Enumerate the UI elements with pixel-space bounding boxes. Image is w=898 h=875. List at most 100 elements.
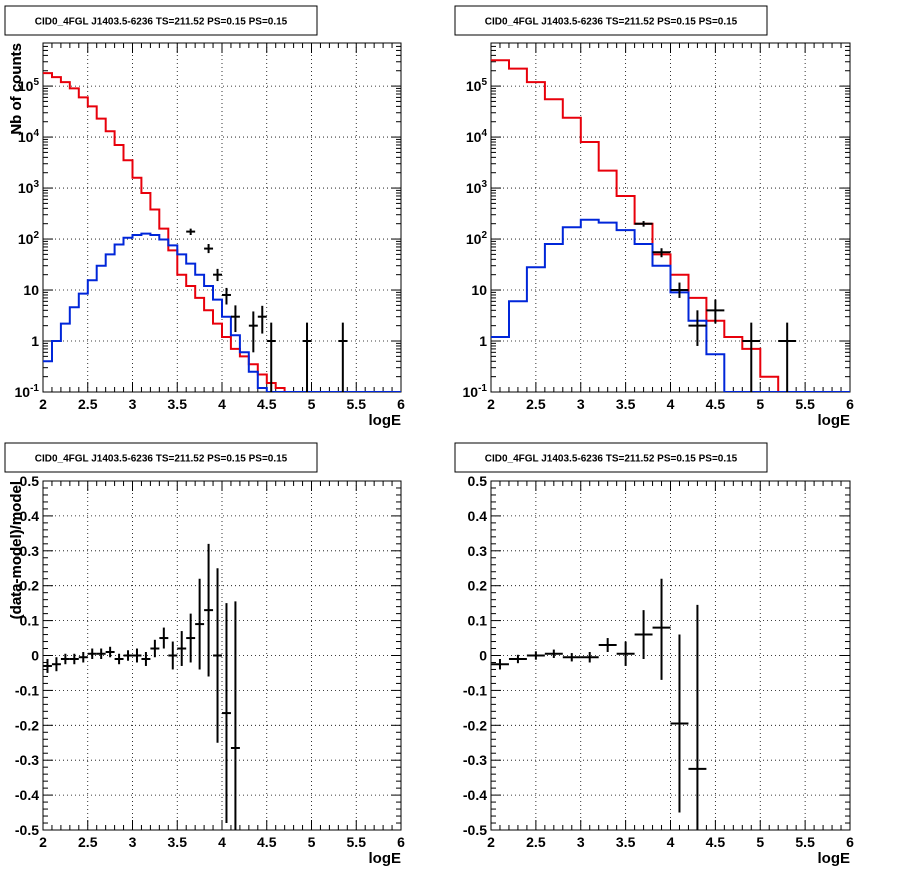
data-point	[230, 601, 240, 830]
data-point	[105, 646, 115, 658]
y-tick-label: 0.5	[20, 473, 40, 489]
x-axis-ticks	[490, 43, 851, 392]
y-axis-ticks	[43, 480, 401, 831]
x-tick-label: 3.5	[168, 834, 188, 850]
x-tick-label: 3	[129, 834, 137, 850]
y-tick-label: 0.4	[20, 508, 40, 524]
data-point	[338, 322, 348, 392]
x-tick-label: 5.5	[347, 834, 367, 850]
data-point	[544, 649, 563, 658]
y-tick-label: 10-1	[15, 383, 40, 400]
x-axis-label: logE	[369, 850, 402, 867]
x-tick-label: 2.5	[78, 396, 98, 412]
data-point	[266, 322, 276, 392]
data-point	[123, 650, 133, 661]
y-axis-label: Nb of counts	[8, 43, 25, 135]
chart-title: CID0_4FGL J1403.5-6236 TS=211.52 PS=0.15…	[35, 17, 288, 28]
x-tick-label: 4	[218, 834, 226, 850]
plot-area	[491, 59, 850, 392]
data-point	[706, 299, 725, 324]
x-tick-label: 5	[756, 396, 764, 412]
chart-title: CID0_4FGL J1403.5-6236 TS=211.52 PS=0.15…	[35, 454, 288, 465]
x-axis-ticks	[42, 481, 402, 830]
data-point	[670, 282, 689, 298]
x-tick-label: 6	[846, 396, 854, 412]
y-tick-label: 0.4	[468, 508, 488, 524]
y-tick-label: -0.4	[463, 787, 487, 803]
y-tick-label: 1	[479, 333, 487, 349]
y-axis-label: Nb of counts	[8, 43, 25, 135]
y-axis-ticks	[491, 42, 850, 393]
y-axis-label: (data-model)/model	[8, 481, 25, 619]
x-tick-label: 4	[667, 834, 675, 850]
data-point	[96, 648, 106, 659]
y-tick-label: 10	[23, 282, 39, 298]
x-tick-label: 4.5	[257, 834, 277, 850]
model-total-histogram	[43, 72, 401, 392]
data-point	[230, 305, 240, 333]
data-point	[87, 648, 97, 659]
y-tick-label: 0.1	[20, 613, 40, 629]
data-point	[688, 604, 707, 830]
data-point	[222, 603, 231, 824]
y-tick-label: 103	[18, 179, 40, 196]
x-tick-label: 5	[308, 834, 316, 850]
x-tick-label: 2.5	[526, 834, 546, 850]
data-point	[652, 578, 671, 680]
data-point	[141, 652, 151, 666]
data-point	[598, 638, 617, 653]
y-axis-ticks	[491, 480, 850, 831]
data-point	[186, 613, 196, 663]
chart-title: CID0_4FGL J1403.5-6236 TS=211.52 PS=0.15…	[485, 454, 738, 465]
data-point	[213, 568, 222, 743]
data-point	[204, 543, 214, 677]
x-tick-label: 3.5	[168, 396, 188, 412]
data-point	[186, 228, 196, 236]
data-point	[508, 654, 527, 664]
x-axis-label: logE	[818, 850, 851, 867]
x-tick-label: 4.5	[706, 396, 726, 412]
y-axis-label: (data-model)/model	[8, 481, 25, 619]
y-tick-label: 102	[18, 230, 40, 247]
x-tick-label: 3	[129, 396, 137, 412]
bottom-left-panel: CID0_4FGL J1403.5-6236 TS=211.52 PS=0.15…	[4, 442, 405, 867]
y-tick-label: 0.3	[20, 543, 40, 559]
data-point	[204, 243, 214, 254]
data-point	[742, 322, 761, 392]
x-tick-label: 2.5	[78, 834, 98, 850]
top-left-panel: CID0_4FGL J1403.5-6236 TS=211.52 PS=0.15…	[4, 5, 405, 429]
plot-area	[43, 72, 401, 392]
x-tick-label: 5	[308, 396, 316, 412]
plot-area	[43, 543, 240, 830]
data-point	[526, 651, 545, 660]
y-tick-label: 10-1	[463, 383, 488, 400]
data-point	[652, 248, 671, 258]
data-point	[114, 653, 124, 665]
data-point	[634, 610, 653, 659]
data-point	[132, 648, 142, 663]
x-tick-label: 3.5	[616, 834, 636, 850]
plot-area	[491, 578, 707, 830]
y-tick-label: 0.2	[20, 578, 40, 594]
data-point	[670, 634, 689, 813]
y-tick-label: -0.4	[15, 787, 39, 803]
x-tick-label: 6	[846, 834, 854, 850]
y-tick-label: 0.1	[468, 613, 488, 629]
x-tick-label: 2	[487, 396, 495, 412]
data-point	[778, 322, 797, 392]
x-tick-label: 2	[487, 834, 495, 850]
x-tick-label: 6	[397, 834, 405, 850]
data-point	[302, 322, 312, 392]
data-point	[222, 287, 231, 305]
y-tick-label: 1	[31, 333, 39, 349]
data-point	[51, 657, 61, 672]
y-tick-label: -0.3	[463, 752, 487, 768]
y-tick-label: -0.2	[463, 717, 487, 733]
x-axis-label: logE	[818, 412, 851, 429]
x-tick-label: 4	[218, 396, 226, 412]
x-tick-label: 2	[39, 396, 47, 412]
data-point	[60, 653, 70, 665]
x-axis-ticks	[490, 481, 851, 830]
y-tick-label: 0	[31, 648, 39, 664]
y-tick-label: -0.3	[15, 752, 39, 768]
